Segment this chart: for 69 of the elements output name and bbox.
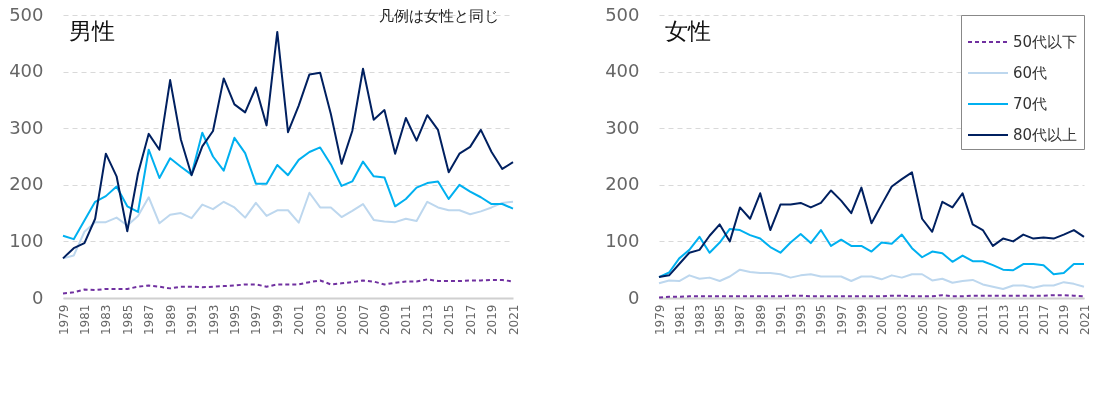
line-series [658,171,1085,279]
y-tick-label: 0 [32,286,44,308]
y-tick-label: 400 [9,60,44,82]
x-tick-label: 2001 [292,304,307,336]
x-tick-label: 2003 [895,304,910,336]
x-tick-label: 1981 [77,304,92,336]
line-series [62,278,514,295]
y-tick-label: 100 [605,229,640,251]
y-tick-label: 400 [605,60,640,82]
x-tick-label: 2017 [463,304,478,336]
x-tick-label: 2017 [1037,304,1052,336]
x-tick-label: 2009 [956,304,971,336]
x-tick-label: 1987 [142,304,157,336]
line-series [62,191,514,260]
x-tick-label: 1979 [652,304,667,336]
x-tick-label: 2013 [996,304,1011,336]
x-tick-label: 1999 [270,304,285,336]
y-tick-label: 0 [628,286,640,308]
x-tick-label: 2015 [442,304,457,336]
x-tick-label: 1993 [794,304,809,336]
x-tick-label: 2007 [935,304,950,336]
legend-label: 70代 [1013,95,1048,113]
x-tick-label: 1995 [814,304,829,336]
x-tick-label: 2007 [356,304,371,336]
y-tick-label: 200 [605,173,640,195]
x-tick-label: 1981 [672,304,687,336]
x-tick-label: 1993 [206,304,221,336]
x-tick-label: 1987 [733,304,748,336]
x-tick-label: 1985 [120,304,135,336]
chart-title: 男性 [68,18,115,44]
x-tick-label: 2005 [335,304,350,336]
x-tick-label: 2011 [976,304,991,336]
x-tick-label: 1997 [834,304,849,336]
legend-label: 50代以下 [1013,33,1078,51]
x-tick-label: 1991 [773,304,788,336]
legend-label: 60代 [1013,64,1048,82]
line-series [62,131,514,241]
x-tick-label: 1999 [854,304,869,336]
x-tick-label: 1995 [227,304,242,336]
x-tick-label: 2003 [313,304,328,336]
line-series [658,268,1085,290]
y-tick-label: 500 [9,3,44,25]
x-tick-label: 2011 [399,304,414,336]
x-tick-label: 2013 [420,304,435,336]
x-tick-label: 2021 [1077,304,1092,336]
x-tick-label: 2015 [1016,304,1031,336]
chart-title: 女性 [664,18,711,44]
x-tick-label: 2005 [915,304,930,336]
x-tick-label: 1989 [163,304,178,336]
annotation: 凡例は女性と同じ [379,7,499,25]
x-tick-label: 1979 [56,304,71,336]
y-tick-label: 300 [605,116,640,138]
y-tick-label: 300 [9,116,44,138]
x-tick-label: 1997 [249,304,264,336]
line-series [658,227,1085,279]
y-tick-label: 100 [9,229,44,251]
legend-label: 80代以上 [1013,126,1078,144]
x-tick-label: 1985 [713,304,728,336]
x-tick-label: 2001 [875,304,890,336]
y-tick-label: 500 [605,3,640,25]
x-tick-label: 2009 [377,304,392,336]
x-tick-label: 2021 [506,304,521,336]
x-tick-label: 2019 [485,304,500,336]
y-tick-label: 200 [9,173,44,195]
x-tick-label: 1983 [99,304,114,336]
x-tick-label: 1983 [692,304,707,336]
x-tick-label: 2019 [1057,304,1072,336]
x-tick-label: 1989 [753,304,768,336]
x-tick-label: 1991 [185,304,200,336]
